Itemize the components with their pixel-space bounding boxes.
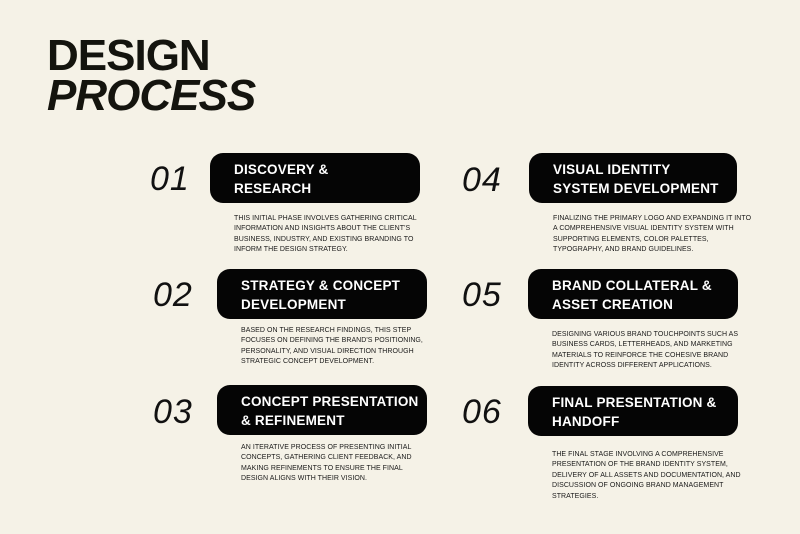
- step-5-number: 05: [462, 276, 502, 314]
- step-4-heading-line-1: VISUAL IDENTITY: [553, 162, 671, 177]
- step-1-heading-line-1: DISCOVERY &: [234, 162, 329, 177]
- step-6-description: THE FINAL STAGE INVOLVING A COMPREHENSIV…: [552, 451, 741, 500]
- step-5-heading-line-2: ASSET CREATION: [552, 297, 674, 312]
- step-6-heading-line-1: FINAL PRESENTATION &: [552, 395, 717, 410]
- step-3-description: AN ITERATIVE PROCESS OF PRESENTING INITI…: [241, 444, 412, 483]
- step-2-heading-line-1: STRATEGY & CONCEPT: [241, 278, 401, 293]
- step-3-heading-line-2: & REFINEMENT: [241, 413, 345, 428]
- step-6-heading-pill: FINAL PRESENTATION & HANDOFF: [528, 386, 738, 436]
- step-1-description: THIS INITIAL PHASE INVOLVES GATHERING CR…: [234, 215, 417, 254]
- step-5-heading-pill: BRAND COLLATERAL & ASSET CREATION: [528, 269, 738, 319]
- step-2-heading-line-2: DEVELOPMENT: [241, 297, 346, 312]
- title-line-2: PROCESS: [47, 71, 256, 120]
- step-1-number: 01: [150, 160, 190, 198]
- step-5-description: DESIGNING VARIOUS BRAND TOUCHPOINTS SUCH…: [552, 331, 739, 370]
- page-title: DESIGN PROCESS: [47, 31, 256, 120]
- step-6-number: 06: [462, 393, 502, 431]
- step-4-heading-line-2: SYSTEM DEVELOPMENT: [553, 181, 719, 196]
- step-4-heading-pill: VISUAL IDENTITY SYSTEM DEVELOPMENT: [529, 153, 737, 203]
- step-2-number: 02: [153, 276, 193, 314]
- step-3-heading-pill: CONCEPT PRESENTATION & REFINEMENT: [217, 385, 427, 435]
- step-4-number: 04: [462, 161, 502, 199]
- step-6-heading-line-2: HANDOFF: [552, 414, 620, 429]
- step-1-heading-line-2: RESEARCH: [234, 181, 312, 196]
- step-2-description: BASED ON THE RESEARCH FINDINGS, THIS STE…: [241, 327, 423, 366]
- step-3-number: 03: [153, 393, 193, 431]
- step-4-description: FINALIZING THE PRIMARY LOGO AND EXPANDIN…: [553, 215, 752, 254]
- step-2-heading-pill: STRATEGY & CONCEPT DEVELOPMENT: [217, 269, 427, 319]
- step-5-heading-line-1: BRAND COLLATERAL &: [552, 278, 712, 293]
- title-line-1: DESIGN: [47, 31, 211, 80]
- step-3-heading-line-1: CONCEPT PRESENTATION: [241, 394, 419, 409]
- step-1-heading-pill: DISCOVERY & RESEARCH: [210, 153, 420, 203]
